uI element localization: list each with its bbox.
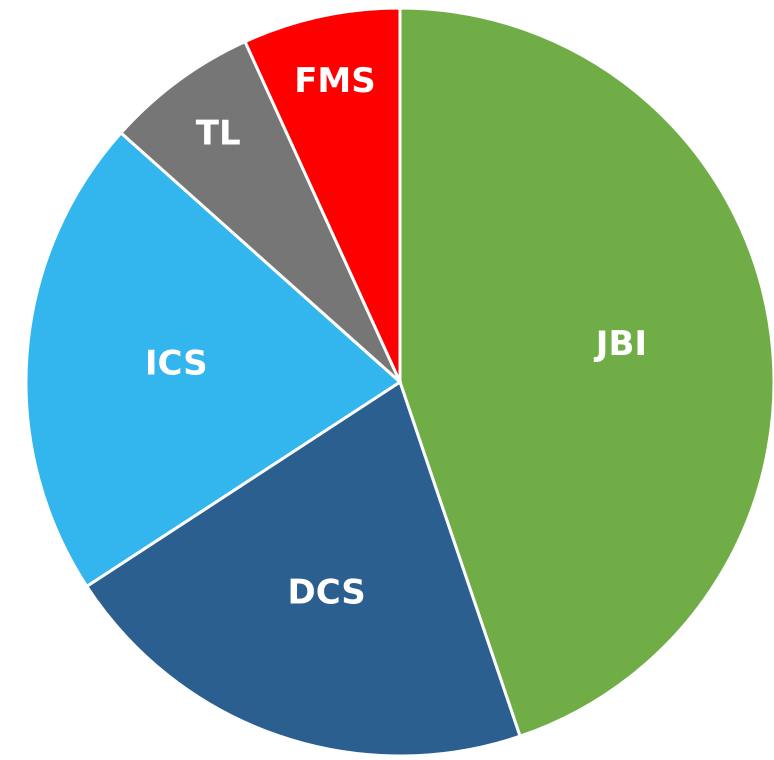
pie-slice [398,6,774,739]
slice-label: JBI [594,324,647,364]
slice-label: TL [196,114,241,154]
slice-label: FMS [294,61,376,101]
slice-label: DCS [287,573,365,613]
pie-slice [24,130,403,589]
pie-slice [243,6,402,383]
pie-slice [118,39,402,384]
slice-label: ICS [145,344,208,384]
pie-slice [84,379,522,758]
